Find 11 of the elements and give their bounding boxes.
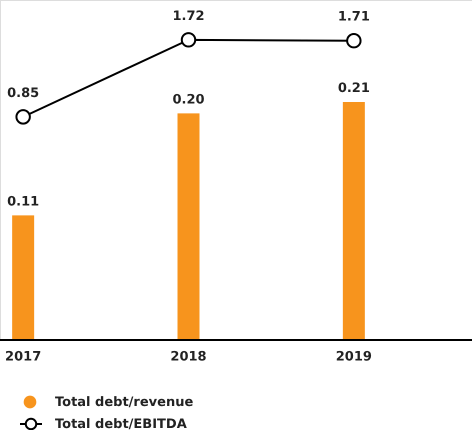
data-label: 0.20 [172, 92, 205, 108]
x-tick-label: 2017 [5, 350, 42, 364]
data-label: 0.85 [7, 86, 40, 101]
data-label: 1.72 [172, 8, 205, 24]
data-label: 0.11 [7, 194, 40, 210]
data-label: 1.71 [338, 10, 370, 25]
legend-label: Total debt/revenue [55, 395, 194, 410]
data-label: 0.21 [338, 81, 370, 96]
legend-label: Total debt/EBITDA [55, 417, 187, 430]
x-tick-label: 2018 [170, 350, 207, 364]
x-tick-label: 2019 [336, 350, 372, 364]
